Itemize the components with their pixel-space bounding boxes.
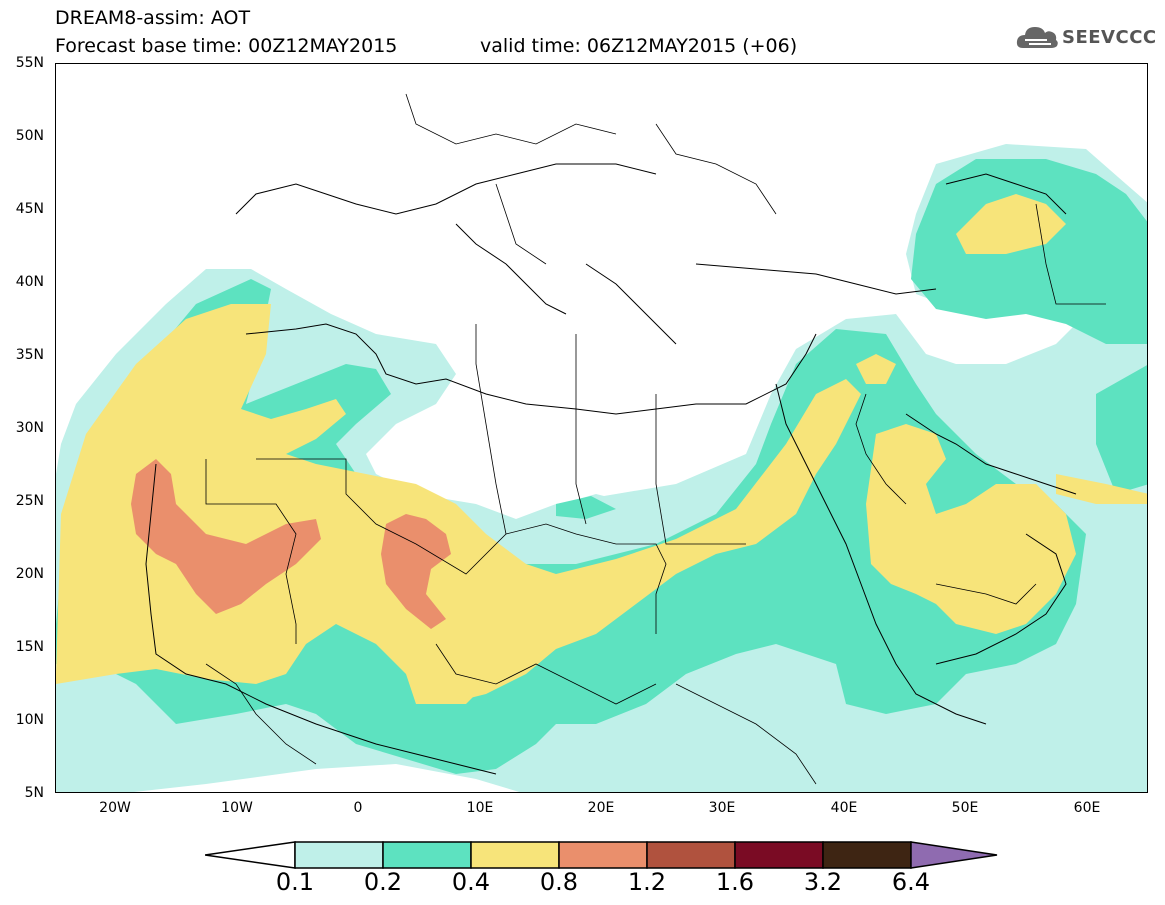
lat-label: 30N xyxy=(15,420,44,436)
colorbar-label: 1.2 xyxy=(627,868,667,896)
lat-label: 20N xyxy=(15,566,44,582)
colorbar-segment xyxy=(470,841,560,869)
colorbar-label: 3.2 xyxy=(803,868,843,896)
colorbar-segment xyxy=(822,841,912,869)
lat-label: 50N xyxy=(15,128,44,144)
colorbar xyxy=(205,841,998,869)
colorbar-label: 0.1 xyxy=(275,868,315,896)
cloud-icon xyxy=(1016,27,1058,48)
colorbar-segment xyxy=(294,841,384,869)
colorbar-segment xyxy=(558,841,648,869)
lon-label: 10E xyxy=(466,800,494,816)
aot-map xyxy=(55,63,1148,793)
colorbar-segment xyxy=(205,841,296,869)
lon-label: 40E xyxy=(830,800,858,816)
colorbar-label: 0.2 xyxy=(363,868,403,896)
colorbar-label: 1.6 xyxy=(715,868,755,896)
lat-label: 35N xyxy=(15,347,44,363)
lon-label: 30E xyxy=(708,800,736,816)
country-borders xyxy=(205,93,1106,785)
colorbar-label: 6.4 xyxy=(891,868,931,896)
map-canvas xyxy=(56,93,1147,792)
colorbar-segment xyxy=(910,841,998,869)
lon-label: 0 xyxy=(353,800,363,816)
lat-label: 15N xyxy=(15,639,44,655)
lon-label: 60E xyxy=(1073,800,1101,816)
colorbar-label: 0.4 xyxy=(451,868,491,896)
lon-label: 20W xyxy=(99,800,131,816)
colorbar-label: 0.8 xyxy=(539,868,579,896)
valid-time: valid time: 06Z12MAY2015 (+06) xyxy=(480,35,798,57)
map-title: DREAM8-assim: AOT xyxy=(55,7,251,29)
lat-label: 5N xyxy=(24,785,44,801)
coastlines xyxy=(145,163,1077,775)
lon-label: 50E xyxy=(951,800,979,816)
lat-label: 10N xyxy=(15,712,44,728)
colorbar-segment xyxy=(382,841,472,869)
lat-label: 55N xyxy=(15,55,44,71)
aot-band-0.8 xyxy=(131,459,451,629)
lat-label: 25N xyxy=(15,493,44,509)
logo-text: SEEVCCC xyxy=(1062,26,1157,48)
lat-label: 45N xyxy=(15,201,44,217)
aot-band-0.4 xyxy=(56,194,1147,704)
forecast-base-time: Forecast base time: 00Z12MAY2015 xyxy=(55,35,398,57)
colorbar-segment xyxy=(734,841,824,869)
colorbar-segment xyxy=(646,841,736,869)
lon-label: 20E xyxy=(587,800,615,816)
seevccc-logo: SEEVCCC xyxy=(1015,22,1157,52)
lon-label: 10W xyxy=(221,800,253,816)
lat-label: 40N xyxy=(15,274,44,290)
